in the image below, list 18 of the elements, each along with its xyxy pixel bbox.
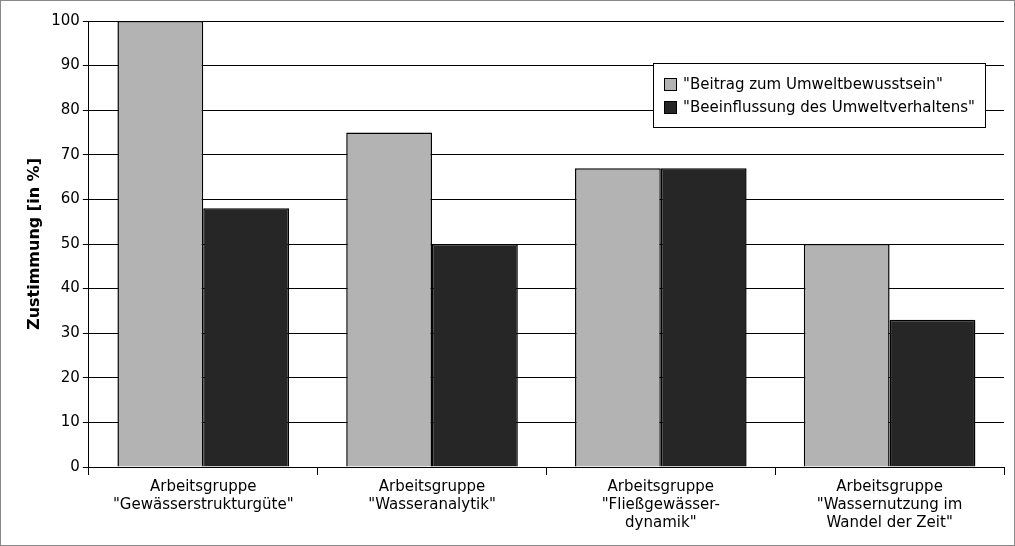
y-tick-label: 50 [60,233,80,252]
y-tick-label: 40 [60,278,80,297]
y-tick-label: 90 [60,55,80,74]
legend-label: "Beitrag zum Umweltbewusstsein" [683,75,943,93]
y-tick-label: 70 [60,144,80,163]
y-tick-label: 100 [51,10,80,29]
y-tick-label: 20 [60,367,80,386]
x-tick-label: Arbeitsgruppe "Gewässerstrukturgüte" [112,476,294,513]
y-tick-label: 0 [70,456,80,475]
y-tick-label: 80 [60,100,80,119]
y-tick-label: 60 [60,189,80,208]
x-tick-label: Arbeitsgruppe "Fließgewässer- dynamik" [601,476,720,531]
legend-label: "Beeinflussung des Umweltverhaltens" [683,98,975,116]
y-tick-label: 30 [60,323,80,342]
y-axis-title: Zustimmung [in %] [23,158,43,330]
x-tick-label: Arbeitsgruppe "Wassernutzung im Wandel der Zeit" [816,476,963,531]
x-tick-label: Arbeitsgruppe "Wasseranalytik" [368,476,496,513]
y-tick-label: 10 [60,412,80,431]
